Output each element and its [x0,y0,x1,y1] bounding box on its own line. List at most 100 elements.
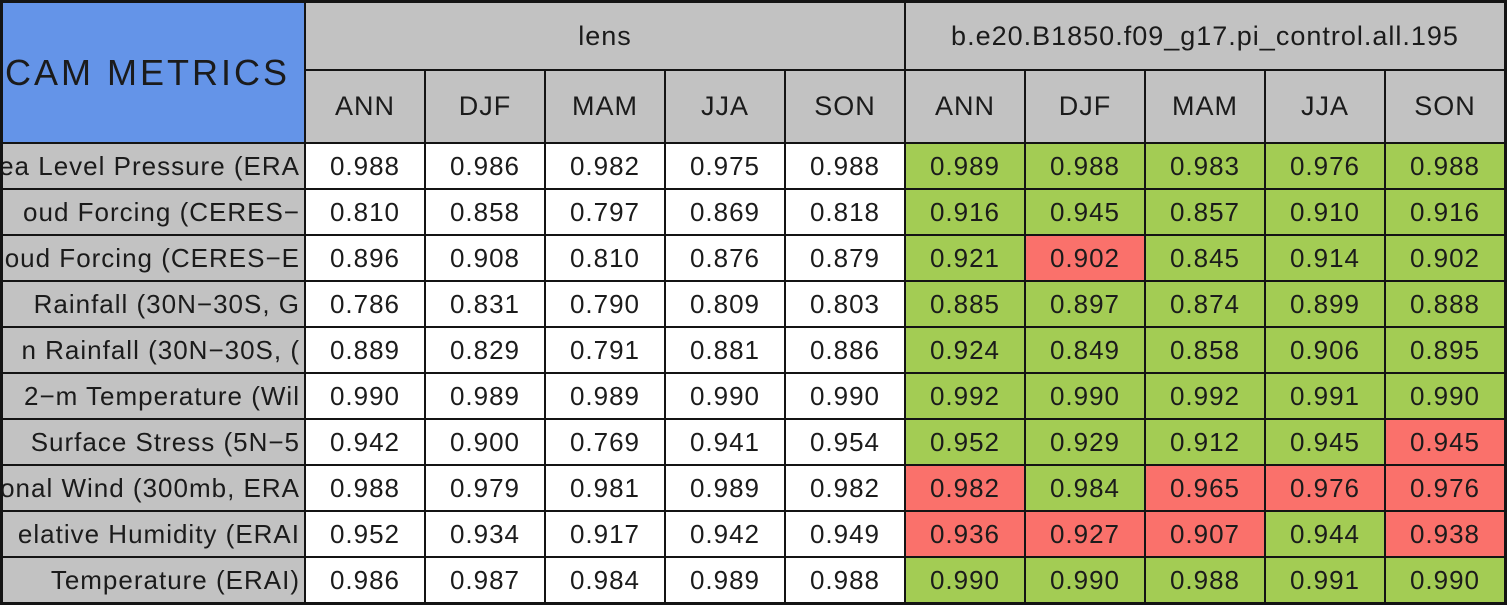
value-cell-lens: 0.829 [426,328,544,372]
value-cell-lens: 0.809 [666,282,784,326]
value-cell-control: 0.990 [1386,558,1504,602]
value-cell-control: 0.924 [906,328,1024,372]
value-cell-lens: 0.982 [546,144,664,188]
value-cell-control: 0.910 [1266,190,1384,234]
season-header-cell: JJA [666,71,784,142]
value-cell-lens: 0.954 [786,420,904,464]
value-cell-control: 0.849 [1026,328,1144,372]
value-cell-lens: 0.786 [306,282,424,326]
value-cell-lens: 0.989 [546,374,664,418]
value-cell-control: 0.902 [1386,236,1504,280]
value-cell-control: 0.991 [1266,558,1384,602]
value-cell-control: 0.988 [1386,144,1504,188]
value-cell-lens: 0.949 [786,512,904,556]
value-cell-control: 0.921 [906,236,1024,280]
value-cell-lens: 0.831 [426,282,544,326]
value-cell-control: 0.976 [1266,466,1384,510]
value-cell-control: 0.945 [1026,190,1144,234]
value-cell-control: 0.965 [1146,466,1264,510]
value-cell-control: 0.874 [1146,282,1264,326]
value-cell-lens: 0.988 [786,558,904,602]
value-cell-lens: 0.934 [426,512,544,556]
metric-label-cell: elative Humidity (ERAI [3,512,304,556]
value-cell-lens: 0.982 [786,466,904,510]
season-header-cell: DJF [1026,71,1144,142]
value-cell-lens: 0.984 [546,558,664,602]
value-cell-control: 0.952 [906,420,1024,464]
value-cell-lens: 0.810 [306,190,424,234]
season-header-cell: MAM [546,71,664,142]
value-cell-control: 0.916 [906,190,1024,234]
value-cell-lens: 0.981 [546,466,664,510]
value-cell-lens: 0.818 [786,190,904,234]
value-cell-control: 0.989 [906,144,1024,188]
value-cell-control: 0.990 [1026,558,1144,602]
value-cell-lens: 0.989 [666,466,784,510]
value-cell-lens: 0.810 [546,236,664,280]
value-cell-control: 0.976 [1386,466,1504,510]
value-cell-lens: 0.900 [426,420,544,464]
value-cell-lens: 0.986 [306,558,424,602]
value-cell-lens: 0.988 [786,144,904,188]
value-cell-lens: 0.790 [546,282,664,326]
value-cell-lens: 0.987 [426,558,544,602]
value-cell-lens: 0.879 [786,236,904,280]
value-cell-control: 0.992 [906,374,1024,418]
value-cell-control: 0.936 [906,512,1024,556]
value-cell-lens: 0.876 [666,236,784,280]
value-cell-lens: 0.986 [426,144,544,188]
metric-label-cell: oud Forcing (CERES−E [3,236,304,280]
value-cell-lens: 0.975 [666,144,784,188]
season-header-cell: ANN [306,71,424,142]
column-group-label: lens [578,20,632,51]
metric-label-cell: 2−m Temperature (Wil [3,374,304,418]
metric-label-cell: Surface Stress (5N−5 [3,420,304,464]
column-group-header-lens: lens [306,3,904,69]
metric-label-cell: n Rainfall (30N−30S, ( [3,328,304,372]
value-cell-lens: 0.769 [546,420,664,464]
value-cell-control: 0.945 [1386,420,1504,464]
value-cell-control: 0.929 [1026,420,1144,464]
value-cell-lens: 0.989 [666,558,784,602]
column-group-header-control-run: b.e20.B1850.f09_g17.pi_control.all.195 [906,3,1504,69]
value-cell-lens: 0.989 [426,374,544,418]
value-cell-lens: 0.988 [306,144,424,188]
value-cell-control: 0.899 [1266,282,1384,326]
value-cell-control: 0.885 [906,282,1024,326]
value-cell-control: 0.988 [1146,558,1264,602]
value-cell-control: 0.938 [1386,512,1504,556]
value-cell-lens: 0.886 [786,328,904,372]
value-cell-control: 0.907 [1146,512,1264,556]
value-cell-lens: 0.869 [666,190,784,234]
value-cell-lens: 0.941 [666,420,784,464]
season-header-cell: SON [1386,71,1504,142]
value-cell-control: 0.857 [1146,190,1264,234]
season-header-cell: DJF [426,71,544,142]
value-cell-control: 0.992 [1146,374,1264,418]
value-cell-control: 0.902 [1026,236,1144,280]
column-group-label: b.e20.B1850.f09_g17.pi_control.all.195 [951,20,1459,51]
value-cell-control: 0.897 [1026,282,1144,326]
value-cell-control: 0.990 [1026,374,1144,418]
table-title-cell: CAM METRICS [3,3,304,142]
value-cell-control: 0.982 [906,466,1024,510]
value-cell-lens: 0.797 [546,190,664,234]
season-header-cell: SON [786,71,904,142]
value-cell-control: 0.858 [1146,328,1264,372]
metric-label-cell: oud Forcing (CERES− [3,190,304,234]
value-cell-control: 0.914 [1266,236,1384,280]
season-header-cell: MAM [1146,71,1264,142]
value-cell-control: 0.944 [1266,512,1384,556]
value-cell-lens: 0.990 [306,374,424,418]
value-cell-lens: 0.990 [666,374,784,418]
season-header-cell: JJA [1266,71,1384,142]
value-cell-control: 0.895 [1386,328,1504,372]
value-cell-lens: 0.803 [786,282,904,326]
value-cell-control: 0.927 [1026,512,1144,556]
table-title: CAM METRICS [5,51,290,93]
value-cell-lens: 0.889 [306,328,424,372]
value-cell-lens: 0.988 [306,466,424,510]
value-cell-lens: 0.896 [306,236,424,280]
